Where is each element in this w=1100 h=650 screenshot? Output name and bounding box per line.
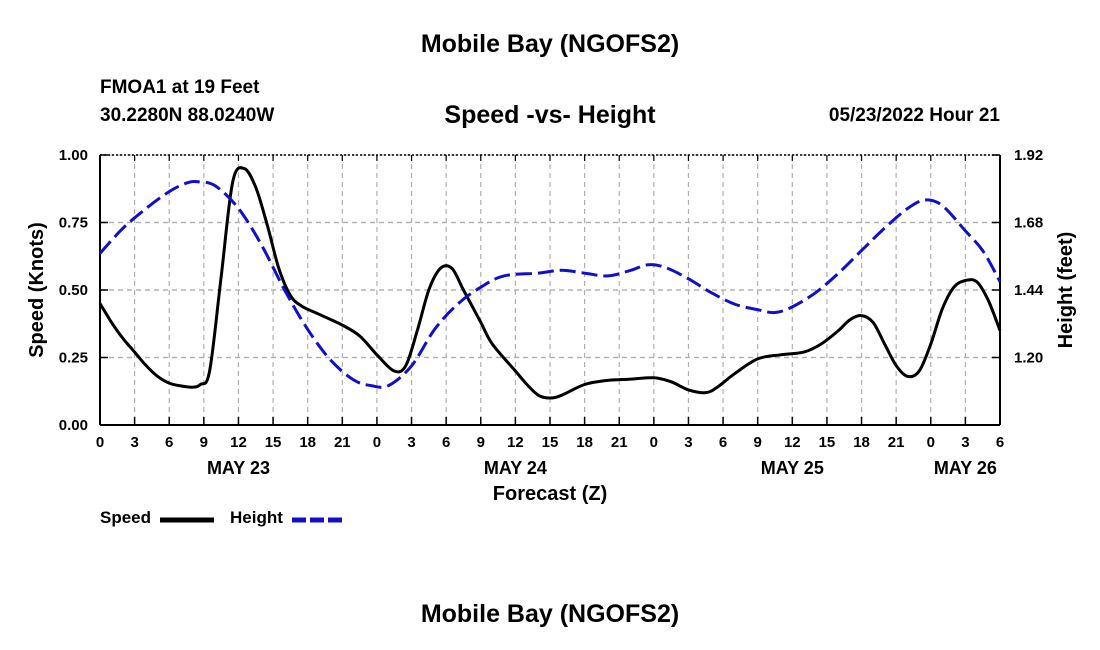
x-tick-label: 6 bbox=[442, 434, 450, 451]
x-tick-label: 12 bbox=[230, 434, 247, 451]
coordinates-label: 30.2280N 88.0240W bbox=[100, 105, 275, 126]
y-tick-label-left: 1.00 bbox=[59, 147, 88, 164]
x-tick-label: 18 bbox=[853, 434, 870, 451]
x-tick-label: 3 bbox=[130, 434, 138, 451]
x-tick-label: 3 bbox=[961, 434, 969, 451]
legend-label-height: Height bbox=[230, 508, 283, 527]
y-tick-label-right: 1.92 bbox=[1014, 147, 1043, 164]
x-tick-label: 3 bbox=[407, 434, 415, 451]
date-label: MAY 24 bbox=[484, 458, 547, 478]
timestamp-label: 05/23/2022 Hour 21 bbox=[828, 105, 1000, 126]
x-tick-label: 0 bbox=[373, 434, 381, 451]
x-tick-label: 9 bbox=[200, 434, 208, 451]
y-axis-label-right: Height (feet) bbox=[1055, 232, 1077, 349]
x-tick-label: 6 bbox=[165, 434, 173, 451]
x-tick-label: 6 bbox=[996, 434, 1004, 451]
x-tick-label: 12 bbox=[507, 434, 524, 451]
x-axis-label: Forecast (Z) bbox=[493, 483, 607, 505]
date-label: MAY 26 bbox=[934, 458, 997, 478]
y-tick-label-right: 1.68 bbox=[1014, 215, 1043, 232]
x-tick-label: 21 bbox=[334, 434, 351, 451]
y-tick-label-right: 1.44 bbox=[1014, 282, 1044, 299]
y-tick-label-left: 0.25 bbox=[59, 350, 88, 367]
date-label: MAY 25 bbox=[761, 458, 824, 478]
x-tick-label: 18 bbox=[299, 434, 316, 451]
legend-swatch-speed bbox=[160, 517, 214, 523]
station-label: FMOA1 at 19 Feet bbox=[100, 77, 260, 98]
y-tick-label-left: 0.50 bbox=[59, 282, 88, 299]
date-label: MAY 23 bbox=[207, 458, 270, 478]
x-tick-label: 15 bbox=[819, 434, 836, 451]
x-tick-label: 0 bbox=[650, 434, 658, 451]
series-line-height bbox=[98, 179, 1002, 389]
chart-subtitle: Speed -vs- Height bbox=[444, 101, 656, 129]
y-tick-label-left: 0.00 bbox=[59, 417, 88, 434]
x-tick-label: 6 bbox=[719, 434, 727, 451]
x-tick-label: 0 bbox=[96, 434, 104, 451]
y-tick-label-left: 0.75 bbox=[59, 215, 88, 232]
x-tick-label: 21 bbox=[888, 434, 905, 451]
x-tick-label: 3 bbox=[684, 434, 692, 451]
x-tick-label: 15 bbox=[542, 434, 559, 451]
x-tick-label: 9 bbox=[754, 434, 762, 451]
chart-title-bottom: Mobile Bay (NGOFS2) bbox=[420, 600, 680, 628]
legend-swatch-height bbox=[292, 517, 346, 523]
chart-title-top: Mobile Bay (NGOFS2) bbox=[420, 30, 680, 58]
x-tick-label: 18 bbox=[576, 434, 593, 451]
legend-label-speed: Speed bbox=[100, 508, 152, 527]
y-axis-label-left: Speed (Knots) bbox=[26, 222, 48, 358]
speed-height-chart: 0 3 6 9 12 15 18 21 0 3 6 9 12 15 18 21 0 3 6 9 12 15 18 21 0 3 6 M… bbox=[26, 147, 1077, 505]
x-tick-label: 15 bbox=[265, 434, 282, 451]
series-line-speed bbox=[98, 166, 1002, 400]
x-tick-label: 0 bbox=[927, 434, 935, 451]
x-tick-label: 9 bbox=[477, 434, 485, 451]
x-tick-label: 12 bbox=[784, 434, 801, 451]
x-tick-label: 21 bbox=[611, 434, 628, 451]
y-tick-label-right: 1.20 bbox=[1014, 350, 1043, 367]
